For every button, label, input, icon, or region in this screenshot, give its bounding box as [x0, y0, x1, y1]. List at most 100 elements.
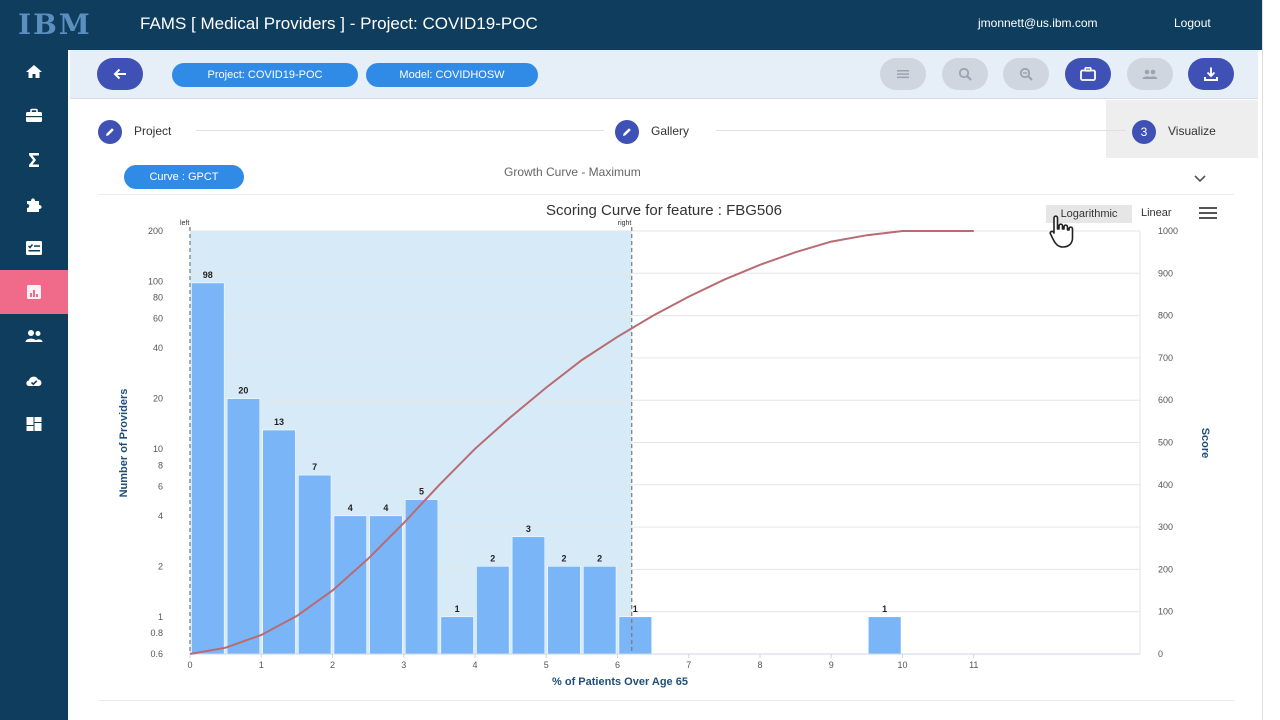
list-icon — [897, 70, 909, 79]
sidebar-item-checklist[interactable] — [0, 226, 68, 270]
score-curve — [189, 230, 974, 655]
y-tick-label: 1 — [158, 612, 163, 622]
y2-tick-label: 400 — [1158, 480, 1173, 490]
sidebar-item-home[interactable] — [0, 50, 68, 94]
bar — [868, 616, 902, 655]
hamburger-menu-icon[interactable] — [1198, 205, 1218, 221]
sidebar-item-dashboard[interactable] — [0, 402, 68, 446]
bar-data-label: 98 — [203, 270, 213, 280]
top-bar: IBM FAMS [ Medical Providers ] - Project… — [0, 0, 1262, 50]
panel-divider — [98, 194, 1234, 195]
sidebar-item-puzzle[interactable] — [0, 182, 68, 226]
home-icon — [26, 65, 42, 78]
y-tick-label: 80 — [153, 293, 163, 303]
bar — [476, 566, 510, 655]
curve-pill[interactable]: Curve : GPCT — [124, 165, 244, 189]
y-tick-label: 200 — [148, 226, 163, 236]
x-tick-label: 11 — [969, 660, 978, 670]
y2-tick-label: 1000 — [1158, 226, 1178, 236]
bar — [298, 474, 332, 655]
bar — [440, 616, 474, 655]
chart-icon — [27, 285, 41, 299]
x-tick-label: 10 — [897, 660, 907, 670]
sidebar-item-users[interactable] — [0, 314, 68, 358]
y-tick-label: 20 — [153, 394, 163, 404]
download-button[interactable] — [1188, 58, 1234, 90]
step-visualize-label[interactable]: Visualize — [1168, 124, 1216, 138]
y-axis-title: Number of Providers — [118, 389, 130, 498]
model-pill[interactable]: Model: COVIDHOSW — [366, 63, 538, 87]
y-tick-label: 8 — [158, 460, 163, 470]
bar-data-label: 1 — [633, 604, 638, 614]
y2-tick-label: 200 — [1158, 564, 1173, 574]
y2-tick-label: 800 — [1158, 311, 1173, 321]
edit-icon — [106, 128, 114, 136]
y-tick-label: 0.8 — [150, 628, 163, 638]
step-project-marker[interactable] — [98, 120, 122, 144]
step-connector — [196, 130, 604, 131]
sidebar-item-cloud[interactable] — [0, 358, 68, 402]
x-tick-label: 7 — [686, 660, 691, 670]
y2-tick-label: 900 — [1158, 268, 1173, 278]
cloud-check-icon — [26, 376, 42, 386]
arrow-left-icon — [113, 68, 126, 80]
download-icon — [1204, 67, 1218, 81]
bar — [226, 398, 260, 655]
chevron-down-icon[interactable] — [1192, 170, 1208, 186]
search-button[interactable] — [942, 58, 988, 90]
list-button[interactable] — [880, 58, 926, 90]
toolbar: Project: COVID19-POC Model: COVIDHOSW — [70, 50, 1258, 99]
x-tick-label: 1 — [259, 660, 264, 670]
y-tick-label: 100 — [148, 276, 163, 286]
bar-data-label: 2 — [562, 553, 567, 563]
zoom-out-icon — [1019, 67, 1033, 81]
bar-data-label: 2 — [597, 553, 602, 563]
y2-tick-label: 300 — [1158, 522, 1173, 532]
zoom-out-button[interactable] — [1003, 58, 1049, 90]
sidebar-item-chart[interactable] — [0, 270, 68, 314]
step-gallery-label[interactable]: Gallery — [651, 124, 690, 138]
bar — [262, 429, 296, 655]
ibm-logo: IBM — [18, 8, 92, 41]
y-tick-label: 60 — [153, 314, 163, 324]
sigma-icon — [29, 153, 39, 167]
step-gallery-marker[interactable] — [615, 120, 639, 144]
y-tick-label: 4 — [158, 511, 163, 521]
x-tick-label: 6 — [615, 660, 620, 670]
edit-icon — [623, 128, 631, 136]
sidebar-item-sigma[interactable] — [0, 138, 68, 182]
logarithmic-button[interactable]: Logarithmic — [1046, 205, 1132, 223]
back-button[interactable] — [97, 58, 143, 90]
sidebar-item-briefcase[interactable] — [0, 94, 68, 138]
y2-tick-label: 0 — [1158, 649, 1163, 659]
growth-curve-label: Growth Curve - Maximum — [504, 165, 641, 179]
bar-data-label: 5 — [419, 487, 424, 497]
step-project-label[interactable]: Project — [134, 124, 172, 138]
y2-axis-title: Score — [1199, 428, 1211, 459]
briefcase-button[interactable] — [1065, 58, 1111, 90]
band-right-label: right — [618, 220, 632, 227]
bar-data-label: 13 — [274, 417, 284, 427]
bar-data-label: 2 — [490, 553, 495, 563]
project-pill[interactable]: Project: COVID19-POC — [172, 63, 358, 87]
y-tick-label: 40 — [153, 343, 163, 353]
dashboard-icon — [26, 417, 42, 431]
users-icon — [25, 330, 43, 342]
bar-data-label: 4 — [383, 503, 388, 513]
bar-data-label: 7 — [312, 462, 317, 472]
x-tick-label: 0 — [187, 660, 192, 670]
bar-data-label: 20 — [238, 386, 248, 396]
linear-button[interactable]: Linear — [1141, 207, 1172, 219]
logout-link[interactable]: Logout — [1174, 16, 1211, 30]
users-button[interactable] — [1127, 58, 1173, 90]
band-left-label: left — [180, 220, 189, 227]
panel-divider — [98, 700, 1234, 701]
briefcase-icon — [26, 108, 42, 122]
bar — [583, 566, 617, 655]
step-visualize-marker[interactable]: 3 — [1132, 120, 1156, 144]
y2-tick-label: 100 — [1158, 607, 1173, 617]
bar — [618, 616, 652, 655]
briefcase-icon — [1080, 66, 1096, 81]
step-active-highlight — [1106, 100, 1258, 158]
